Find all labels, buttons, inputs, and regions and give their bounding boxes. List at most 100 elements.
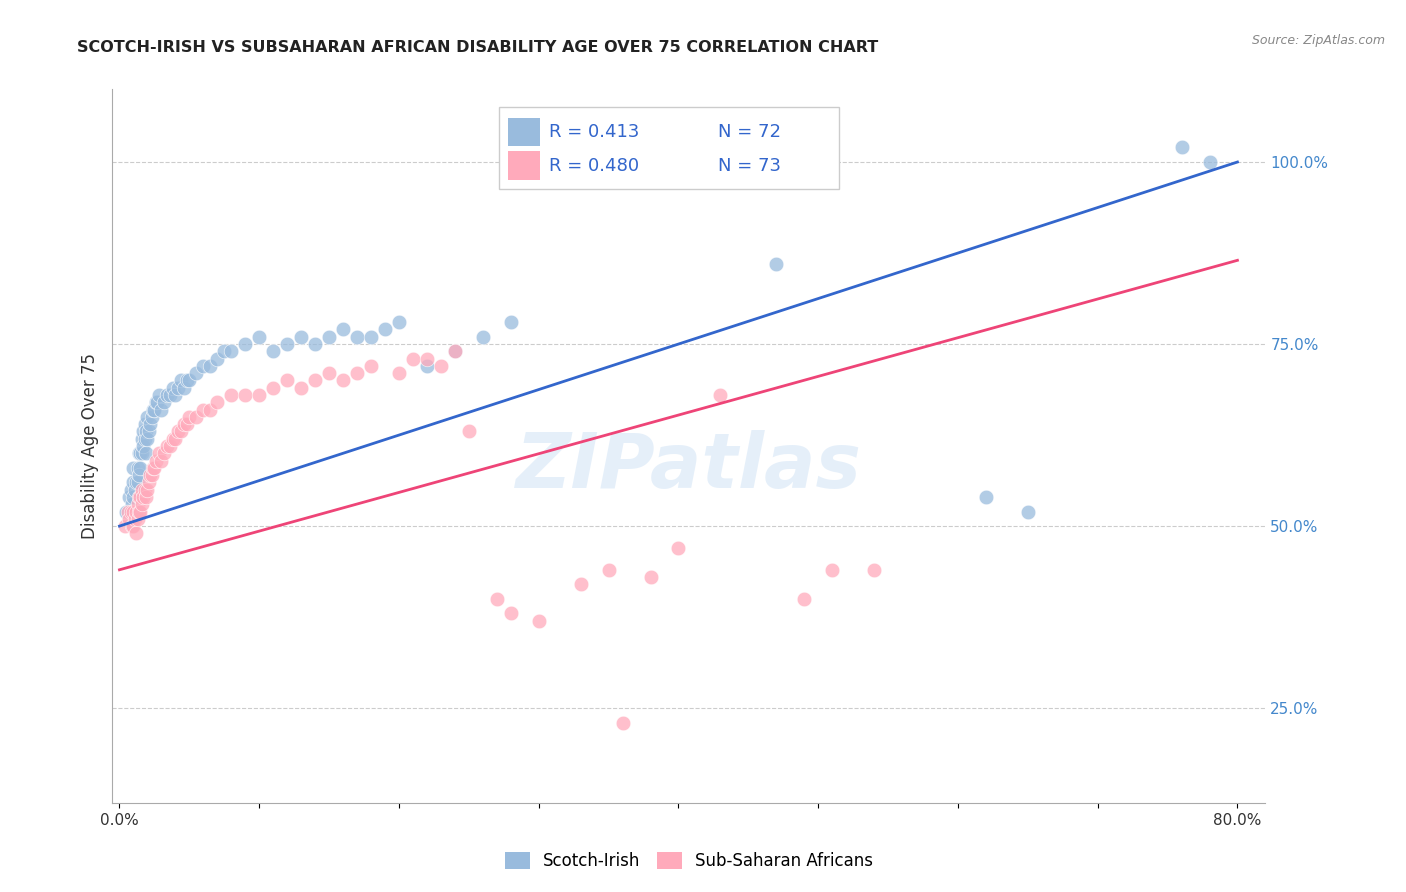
Point bbox=[117, 504, 139, 518]
Point bbox=[332, 322, 354, 336]
Point bbox=[170, 425, 193, 439]
Point bbox=[179, 374, 201, 388]
Point bbox=[207, 351, 229, 366]
Point bbox=[156, 388, 179, 402]
Text: N = 72: N = 72 bbox=[717, 123, 780, 141]
Point bbox=[142, 402, 165, 417]
Point bbox=[416, 359, 439, 373]
Point bbox=[170, 374, 193, 388]
Point bbox=[118, 512, 141, 526]
Point bbox=[120, 504, 142, 518]
Text: N = 73: N = 73 bbox=[717, 157, 780, 175]
Point bbox=[124, 483, 146, 497]
Point bbox=[136, 409, 159, 424]
Point bbox=[499, 607, 522, 621]
Point bbox=[121, 519, 143, 533]
Point bbox=[129, 446, 152, 460]
Point bbox=[179, 409, 201, 424]
Point bbox=[125, 526, 148, 541]
Point bbox=[165, 388, 187, 402]
Point bbox=[114, 519, 136, 533]
Point bbox=[207, 395, 229, 409]
Point bbox=[127, 497, 149, 511]
Point bbox=[863, 563, 886, 577]
Point bbox=[262, 381, 284, 395]
Point bbox=[374, 322, 396, 336]
Point bbox=[444, 344, 467, 359]
Point bbox=[159, 439, 181, 453]
Point bbox=[159, 388, 181, 402]
Point bbox=[129, 460, 152, 475]
Point bbox=[134, 417, 156, 432]
Point bbox=[145, 395, 167, 409]
Point bbox=[135, 425, 157, 439]
Point bbox=[416, 351, 439, 366]
Point bbox=[138, 425, 160, 439]
Point bbox=[290, 381, 312, 395]
Point bbox=[128, 468, 150, 483]
Point bbox=[457, 425, 479, 439]
Point bbox=[150, 453, 173, 467]
Point bbox=[132, 439, 155, 453]
Point bbox=[640, 570, 662, 584]
Point bbox=[173, 417, 195, 432]
Point bbox=[304, 337, 326, 351]
Point bbox=[219, 344, 242, 359]
Point bbox=[134, 432, 156, 446]
Point bbox=[165, 432, 187, 446]
Point bbox=[118, 490, 141, 504]
Point bbox=[129, 504, 152, 518]
Point bbox=[125, 504, 148, 518]
Point bbox=[290, 330, 312, 344]
Point bbox=[122, 519, 145, 533]
Point bbox=[131, 432, 153, 446]
Point bbox=[153, 446, 176, 460]
Point bbox=[131, 497, 153, 511]
Point bbox=[1198, 155, 1220, 169]
Point bbox=[214, 344, 236, 359]
Point bbox=[122, 475, 145, 490]
Point bbox=[186, 366, 208, 380]
Point bbox=[139, 468, 162, 483]
Point bbox=[793, 591, 815, 606]
Point bbox=[499, 315, 522, 329]
Point bbox=[143, 460, 166, 475]
Point bbox=[136, 483, 159, 497]
Point bbox=[138, 475, 160, 490]
Point bbox=[125, 475, 148, 490]
Point bbox=[200, 359, 222, 373]
Point bbox=[430, 359, 453, 373]
Point bbox=[167, 381, 190, 395]
Point bbox=[139, 417, 162, 432]
Point bbox=[129, 490, 152, 504]
Point bbox=[148, 446, 170, 460]
Point bbox=[145, 453, 167, 467]
Point bbox=[765, 257, 787, 271]
Point bbox=[219, 388, 242, 402]
Point bbox=[471, 330, 494, 344]
Point bbox=[346, 366, 368, 380]
Point bbox=[176, 417, 198, 432]
Point bbox=[527, 614, 550, 628]
Point bbox=[125, 504, 148, 518]
Point bbox=[388, 315, 411, 329]
Point bbox=[162, 381, 184, 395]
FancyBboxPatch shape bbox=[508, 152, 540, 180]
Point bbox=[668, 541, 690, 555]
Text: R = 0.480: R = 0.480 bbox=[550, 157, 640, 175]
Point bbox=[131, 483, 153, 497]
Y-axis label: Disability Age Over 75: Disability Age Over 75 bbox=[80, 353, 98, 539]
Point bbox=[128, 490, 150, 504]
Text: SCOTCH-IRISH VS SUBSAHARAN AFRICAN DISABILITY AGE OVER 75 CORRELATION CHART: SCOTCH-IRISH VS SUBSAHARAN AFRICAN DISAB… bbox=[77, 40, 879, 55]
Point bbox=[569, 577, 592, 591]
Point bbox=[132, 490, 155, 504]
Point bbox=[402, 351, 425, 366]
Point bbox=[276, 374, 298, 388]
Point bbox=[709, 388, 731, 402]
Point bbox=[974, 490, 997, 504]
Point bbox=[122, 504, 145, 518]
Text: ZIPatlas: ZIPatlas bbox=[516, 431, 862, 504]
Point bbox=[485, 591, 508, 606]
Point bbox=[143, 402, 166, 417]
Text: R = 0.413: R = 0.413 bbox=[550, 123, 640, 141]
